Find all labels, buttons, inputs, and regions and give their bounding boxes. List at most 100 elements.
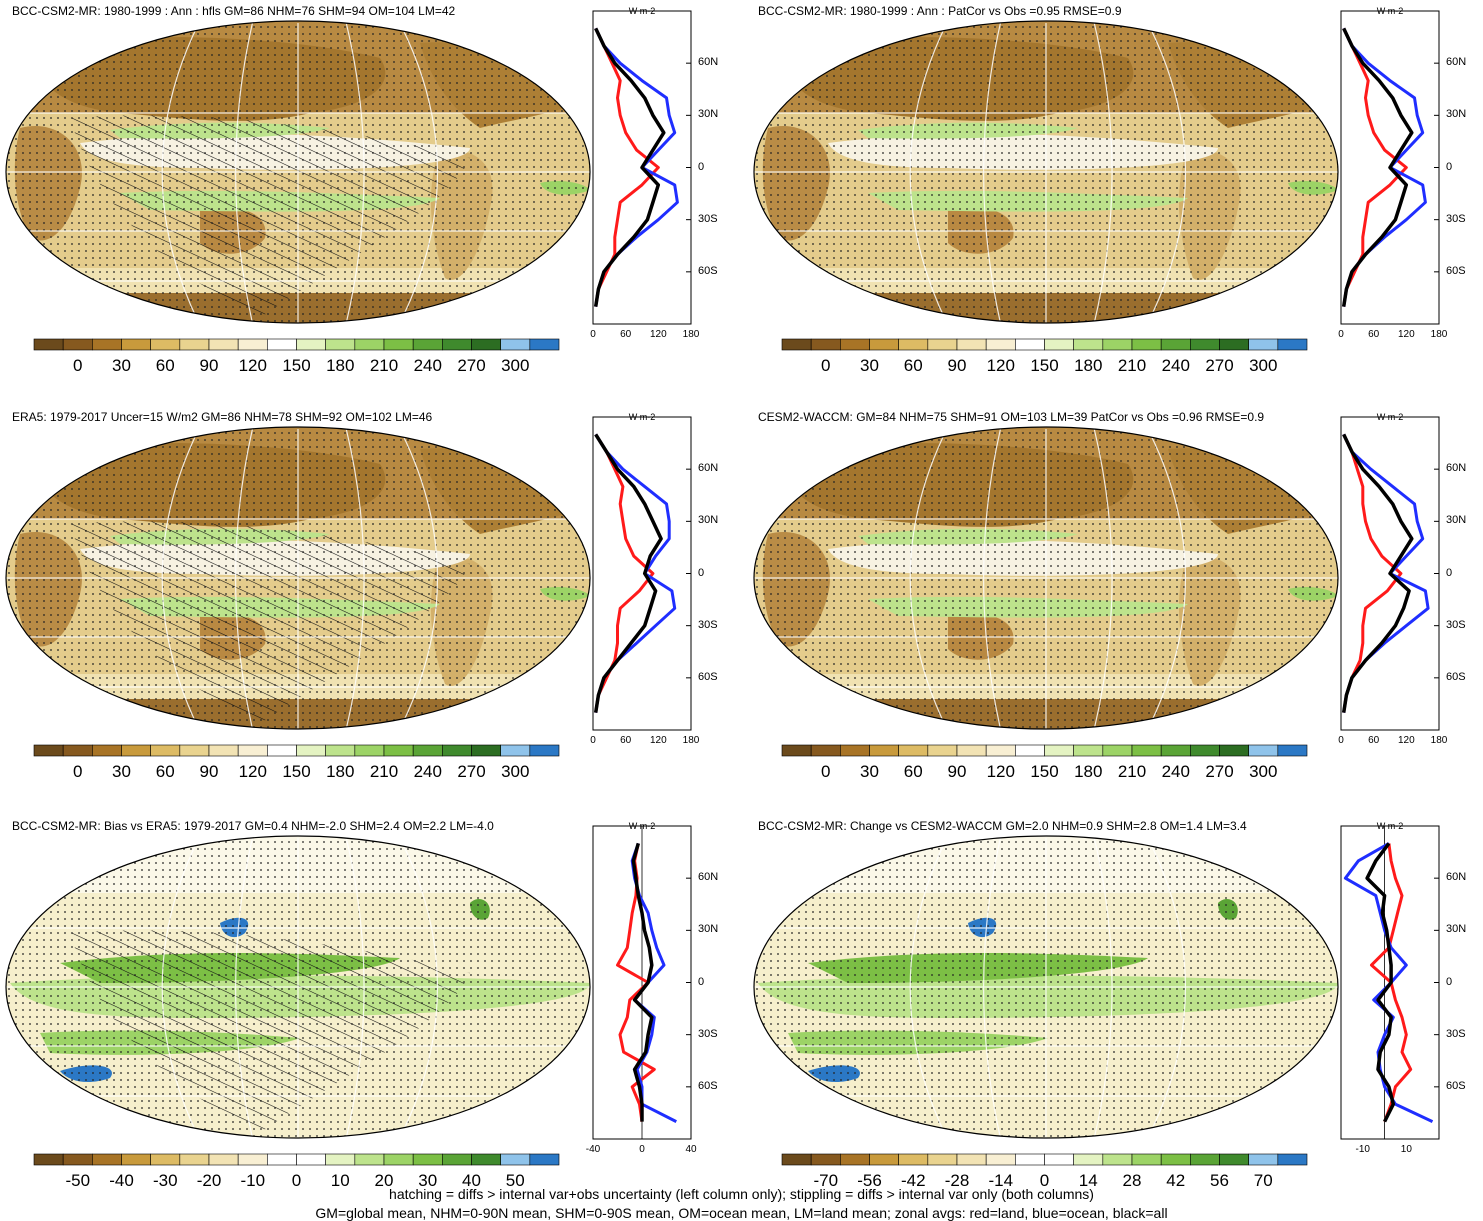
- colorbar-swatch: [383, 1153, 414, 1166]
- colorbar-label: 90: [947, 762, 967, 781]
- zonal-x-tick: 0: [590, 329, 596, 340]
- colorbar-swatch: [325, 1153, 356, 1166]
- world-map: [5, 426, 591, 730]
- zonal-lat-label: 30N: [698, 923, 719, 936]
- colorbar-label: 240: [413, 356, 442, 375]
- colorbar-label: 90: [199, 762, 219, 781]
- colorbar-label: 300: [501, 356, 530, 375]
- panel-6: BCC-CSM2-MR: Change vs CESM2-WACCM GM=2.…: [748, 815, 1483, 1215]
- colorbar-swatch: [927, 1153, 958, 1166]
- colorbar-label: 0: [821, 762, 831, 781]
- colorbar: [33, 744, 560, 757]
- zonal-x-tick: 180: [1430, 329, 1448, 340]
- colorbar: [33, 1153, 560, 1166]
- zonal-x-tick: 10: [1400, 1144, 1412, 1155]
- colorbar-label: 180: [1074, 762, 1103, 781]
- zonal-x-tick: 60: [1368, 329, 1380, 340]
- colorbar-swatch: [179, 338, 210, 351]
- zonal-lat-label: 60N: [1446, 56, 1467, 69]
- colorbar-label: 60: [155, 356, 175, 375]
- colorbar-swatch: [1102, 338, 1133, 351]
- colorbar-label: 210: [369, 356, 399, 375]
- zonal-lat-label: 30S: [1446, 618, 1466, 631]
- footer-line-2: GM=global mean, NHM=0-90N mean, SHM=0-90…: [315, 1205, 1168, 1221]
- colorbar-swatch: [208, 744, 239, 757]
- colorbar-label: 300: [501, 762, 530, 781]
- colorbar-swatch: [1160, 744, 1191, 757]
- colorbar-label: 50: [505, 1171, 525, 1190]
- colorbar-label: 14: [1078, 1171, 1098, 1190]
- colorbar-label: 90: [199, 356, 219, 375]
- panel-title: BCC-CSM2-MR: 1980-1999 : Ann : PatCor vs…: [758, 4, 1122, 18]
- colorbar-label: 120: [238, 762, 267, 781]
- colorbar-label: 30: [860, 356, 879, 375]
- colorbar-swatch: [383, 744, 414, 757]
- zonal-lat-label: 0: [1446, 160, 1453, 173]
- zonal-x-tick: 180: [682, 735, 700, 746]
- colorbar-swatch: [810, 338, 841, 351]
- colorbar-swatch: [92, 744, 122, 757]
- zonal-lat-label: 60N: [698, 462, 719, 475]
- colorbar-swatch: [208, 338, 239, 351]
- zonal-lat-label: 30S: [1446, 212, 1466, 225]
- zonal-mean-plot: [1340, 416, 1440, 731]
- colorbar-swatch: [92, 1153, 122, 1166]
- zonal-x-tick: 40: [685, 1144, 697, 1155]
- zonal-x-tick: 120: [1397, 329, 1415, 340]
- colorbar-label: 210: [1117, 762, 1147, 781]
- colorbar-label: 30: [112, 762, 131, 781]
- colorbar-swatch: [1219, 338, 1249, 351]
- colorbar-label: 150: [282, 356, 311, 375]
- colorbar-swatch: [121, 1153, 151, 1166]
- colorbar-swatch: [92, 338, 122, 351]
- colorbar-label: 56: [1210, 1171, 1229, 1190]
- colorbar-swatch: [985, 1153, 1016, 1166]
- zonal-x-tick: 120: [649, 329, 667, 340]
- colorbar-swatch: [781, 744, 812, 757]
- colorbar-swatch: [267, 338, 297, 351]
- footer-line-1: hatching = diffs > internal var+obs unce…: [389, 1186, 1094, 1202]
- colorbar-swatch: [1015, 1153, 1045, 1166]
- panel-title: BCC-CSM2-MR: 1980-1999 : Ann : hfls GM=8…: [12, 4, 456, 18]
- colorbar-swatch: [869, 744, 899, 757]
- zonal-lat-label: 60S: [698, 1079, 718, 1092]
- colorbar-label: 30: [418, 1171, 438, 1190]
- colorbar-swatch: [179, 1153, 210, 1166]
- colorbar-swatch: [1160, 1153, 1191, 1166]
- zonal-x-tick: 0: [639, 1144, 645, 1155]
- colorbar-label: -40: [109, 1171, 134, 1190]
- colorbar-swatch: [781, 1153, 812, 1166]
- colorbar-swatch: [1277, 1153, 1308, 1166]
- colorbar: [781, 1153, 1308, 1166]
- zonal-x-tick: 60: [620, 329, 632, 340]
- world-map: [753, 426, 1339, 730]
- colorbar-label: -10: [240, 1171, 266, 1190]
- colorbar-swatch: [1015, 744, 1045, 757]
- colorbar-swatch: [33, 744, 64, 757]
- colorbar-swatch: [383, 338, 414, 351]
- zonal-mean-plot: [592, 825, 692, 1140]
- colorbar-swatch: [121, 744, 151, 757]
- zonal-lat-label: 60S: [698, 264, 718, 277]
- colorbar-label: 120: [986, 356, 1015, 375]
- colorbar-label: 0: [73, 356, 83, 375]
- colorbar-label: 0: [291, 1171, 302, 1190]
- colorbar-swatch: [267, 1153, 297, 1166]
- colorbar-swatch: [1015, 338, 1045, 351]
- zonal-lat-label: 60N: [698, 56, 719, 69]
- colorbar-label: 70: [1253, 1171, 1273, 1190]
- zonal-unit: W m-2: [628, 6, 656, 16]
- colorbar-swatch: [927, 744, 958, 757]
- zonal-unit: W m-2: [1376, 412, 1404, 422]
- colorbar-swatch: [956, 744, 987, 757]
- colorbar-label: 150: [282, 762, 311, 781]
- zonal-x-tick: 120: [649, 735, 667, 746]
- colorbar-label: 270: [1205, 762, 1234, 781]
- colorbar-swatch: [956, 1153, 987, 1166]
- colorbar-swatch: [500, 744, 531, 757]
- panel-1: BCC-CSM2-MR: 1980-1999 : Ann : hfls GM=8…: [0, 0, 748, 400]
- colorbar-swatch: [985, 744, 1016, 757]
- colorbar-swatch: [325, 338, 356, 351]
- panel-title: BCC-CSM2-MR: Change vs CESM2-WACCM GM=2.…: [758, 819, 1247, 833]
- colorbar-swatch: [33, 338, 64, 351]
